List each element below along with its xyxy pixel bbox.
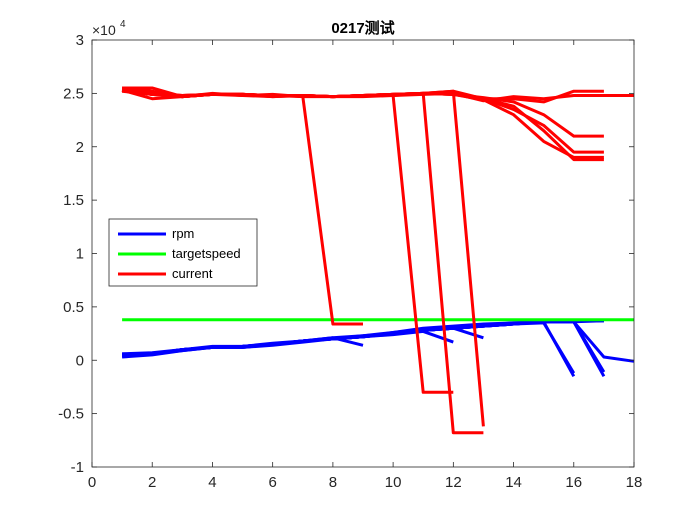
y-tick-label-4: 1 (76, 246, 84, 263)
y-tick-label-7: 2.5 (63, 85, 84, 102)
legend-label-current: current (172, 266, 213, 281)
x-tick-label-4: 8 (329, 474, 337, 491)
x-tick-label-7: 14 (505, 474, 522, 491)
x-tick-label-6: 12 (445, 474, 462, 491)
x-tick-label-9: 18 (626, 474, 643, 491)
legend-label-rpm: rpm (172, 226, 194, 241)
y-scale-exponent: 4 (120, 19, 126, 30)
x-tick-label-8: 16 (565, 474, 582, 491)
y-tick-label-5: 1.5 (63, 192, 84, 209)
x-tick-label-2: 4 (208, 474, 216, 491)
series-layer (121, 86, 635, 435)
y-tick-label-2: 0 (76, 352, 84, 369)
y-scale-label: ×10 (92, 22, 116, 38)
legend-label-targetspeed: targetspeed (172, 246, 241, 261)
x-tick-label-1: 2 (148, 474, 156, 491)
x-tick-label-3: 6 (268, 474, 276, 491)
y-tick-label-0: -1 (71, 459, 84, 476)
series-line-rpm-10 (122, 320, 635, 363)
y-tick-label-1: -0.5 (58, 406, 84, 423)
legend: rpm targetspeed current (108, 218, 258, 287)
x-tick-label-5: 10 (385, 474, 402, 491)
chart-title: 0217测试 (331, 19, 394, 37)
y-scale-factor: ×10 4 (92, 19, 126, 38)
series-line-current-21 (121, 88, 604, 162)
y-tick-label-3: 0.5 (63, 299, 84, 316)
y-tick-label-8: 3 (76, 32, 84, 49)
x-tick-label-0: 0 (88, 474, 96, 491)
tick-layer: 0 2 4 6 8 10 12 14 16 18 -1 -0.5 0 0.5 1 1.5 2 2.5 3 (58, 32, 642, 491)
y-tick-label-6: 2 (76, 139, 84, 156)
